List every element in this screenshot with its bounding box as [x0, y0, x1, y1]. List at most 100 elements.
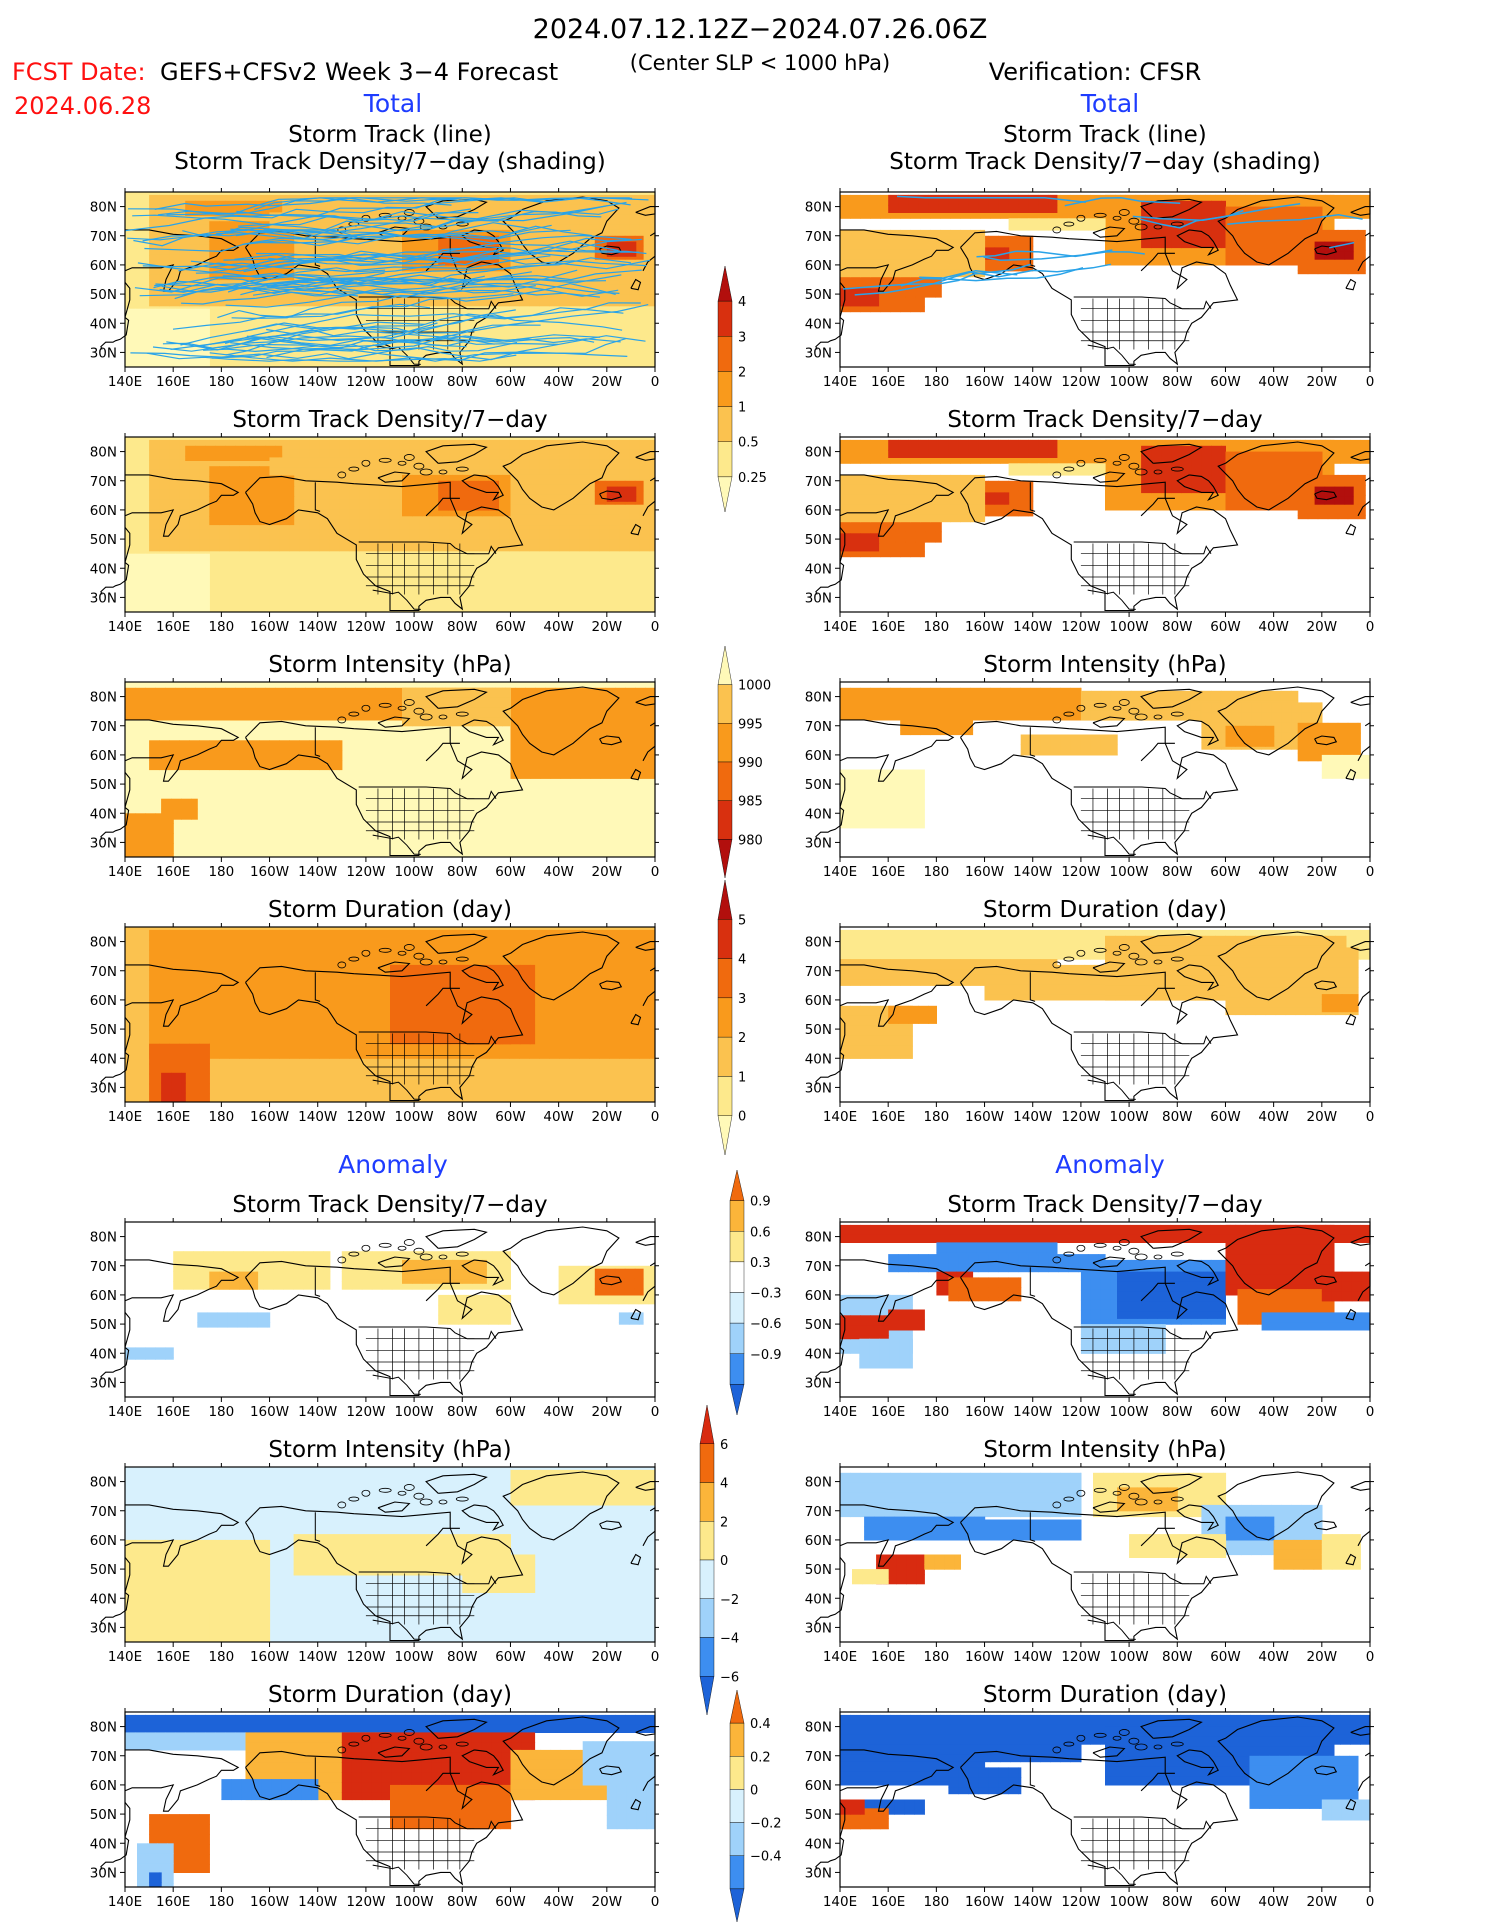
shade-cell — [365, 587, 376, 598]
shade-cell — [305, 567, 316, 578]
shade-cell — [145, 329, 156, 340]
shade-cell — [850, 543, 861, 551]
shade-cell — [1018, 491, 1029, 502]
shade-cell — [205, 309, 210, 320]
shade-cell — [125, 517, 136, 528]
shade-cell — [1038, 195, 1049, 206]
shade-cell — [135, 349, 146, 360]
lon-label: 80W — [1162, 374, 1193, 390]
shade-cell — [645, 312, 656, 323]
shade-cell — [619, 550, 630, 551]
shade-cell — [125, 242, 136, 253]
shade-cell — [1079, 228, 1090, 230]
shade-cell — [369, 195, 380, 206]
shade-cell — [589, 540, 600, 551]
shade-cell — [412, 495, 423, 506]
shade-cell — [325, 577, 336, 588]
shade-cell — [525, 587, 536, 598]
shade-cell — [850, 440, 861, 451]
shade-cell — [639, 540, 650, 551]
shade-cell — [389, 550, 400, 551]
shade-cell — [165, 594, 176, 605]
shade-cell — [422, 240, 433, 251]
shade-cell — [555, 567, 566, 578]
shade-cell — [545, 557, 556, 568]
shade-cell — [135, 319, 146, 330]
shade-cell — [1161, 231, 1172, 242]
shade-cell — [195, 604, 206, 613]
shade-cell — [435, 587, 446, 598]
shade-cell — [551, 495, 562, 506]
shade-cell — [389, 470, 400, 481]
lon-label: 100W — [395, 374, 434, 390]
shade-cell — [269, 530, 280, 541]
shade-cell — [399, 440, 410, 451]
shade-cell — [1350, 195, 1361, 206]
shade-cell — [199, 215, 210, 226]
shade-cell — [627, 487, 637, 498]
shade-cell — [169, 480, 180, 491]
shade-cell — [1345, 252, 1354, 260]
lon-label: 180 — [923, 374, 949, 390]
shade-cell — [409, 540, 420, 551]
shade-cell — [850, 298, 861, 306]
shade-cell — [415, 587, 426, 598]
shade-cell — [930, 240, 941, 251]
shade-cell — [439, 530, 450, 541]
shade-cell — [900, 552, 911, 558]
shade-cell — [629, 520, 640, 531]
shade-cell — [429, 305, 440, 306]
shade-cell — [125, 359, 136, 368]
shade-cell — [569, 440, 580, 451]
shade-cell — [1296, 217, 1307, 228]
shade-cell — [531, 475, 542, 486]
shade-cell — [175, 329, 186, 340]
shade-cell — [385, 567, 396, 578]
shade-cell — [330, 467, 341, 475]
shade-cell — [259, 506, 270, 517]
shade-cell — [595, 577, 606, 588]
shade-cell — [179, 470, 190, 481]
shade-cell — [499, 520, 510, 531]
shade-cell — [149, 295, 160, 306]
shade-cell — [475, 597, 486, 608]
shade-cell — [1070, 205, 1081, 216]
shade-cell — [900, 250, 911, 261]
shade-cell — [422, 485, 433, 496]
shade-cell — [259, 496, 270, 507]
shade-cell — [195, 564, 206, 575]
shade-cell — [209, 540, 220, 551]
shade-cell — [412, 260, 423, 271]
shade-cell — [870, 195, 881, 206]
shade-cell — [279, 550, 290, 551]
shade-cell — [155, 564, 166, 575]
shade-cell — [1195, 265, 1206, 266]
shade-cell — [135, 202, 146, 213]
shade-cell — [215, 567, 226, 578]
shade-cell — [159, 520, 170, 531]
shade-cell — [609, 305, 620, 306]
shade-cell — [209, 476, 220, 487]
shade-cell — [948, 205, 959, 213]
shade-cell — [489, 205, 500, 216]
shade-cell — [561, 515, 572, 525]
shade-cell — [629, 510, 640, 521]
shade-cell — [255, 446, 266, 457]
shade-cell — [259, 530, 270, 541]
shade-cell — [479, 205, 490, 216]
shade-cell — [275, 446, 282, 457]
shade-cell — [492, 515, 503, 516]
shade-cell — [315, 597, 326, 608]
shade-cell — [395, 312, 406, 323]
shade-cell — [229, 530, 240, 541]
shade-cell — [529, 295, 540, 306]
shade-cell — [295, 597, 306, 608]
shade-cell — [529, 550, 540, 551]
shade-cell — [1201, 201, 1212, 212]
shade-cell — [409, 440, 420, 451]
shade-cell — [1039, 228, 1050, 230]
shade-cell — [870, 205, 881, 216]
shade-cell — [305, 587, 316, 598]
shade-cell — [125, 457, 136, 468]
panel-title: Storm Track (line) — [1003, 122, 1206, 148]
